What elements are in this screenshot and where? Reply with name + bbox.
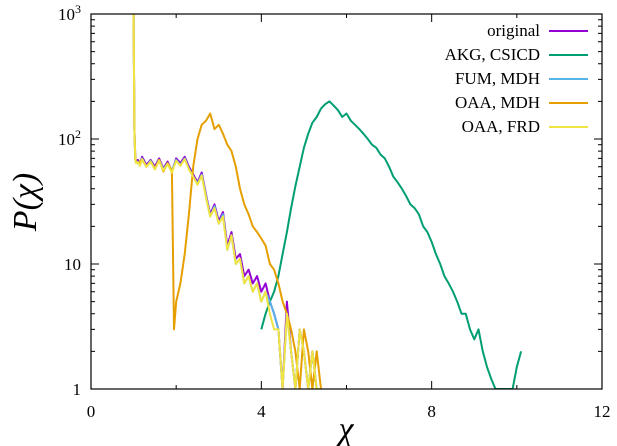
y-tick-label: 103	[58, 2, 81, 24]
x-axis-label: χ	[336, 411, 355, 446]
series-layer	[132, 14, 523, 389]
x-tick-label: 4	[257, 402, 266, 421]
series-line-oaa-frd	[132, 14, 321, 389]
x-tick-label: 12	[594, 402, 611, 421]
series-line-akg-csicd	[260, 100, 523, 389]
legend-label-akg-csicd: AKG, CSICD	[445, 45, 540, 64]
legend-label-oaa-frd: OAA, FRD	[462, 117, 540, 136]
legend: original AKG, CSICD FUM, MDH OAA, MDH OAA, F…	[445, 21, 588, 136]
y-tick-label: 102	[58, 127, 81, 149]
axis-layer: 0 4 8 12 1 10 102 103	[58, 2, 611, 421]
y-axis-label: P(χ)	[7, 173, 44, 232]
legend-label-original: original	[487, 21, 540, 40]
y-tick-label: 10	[64, 255, 81, 274]
legend-label-oaa-mdh: OAA, MDH	[455, 93, 540, 112]
x-tick-label: 0	[87, 402, 96, 421]
x-tick-label: 8	[427, 402, 436, 421]
legend-label-fum-mdh: FUM, MDH	[455, 69, 540, 88]
y-tick-label: 1	[73, 380, 82, 399]
